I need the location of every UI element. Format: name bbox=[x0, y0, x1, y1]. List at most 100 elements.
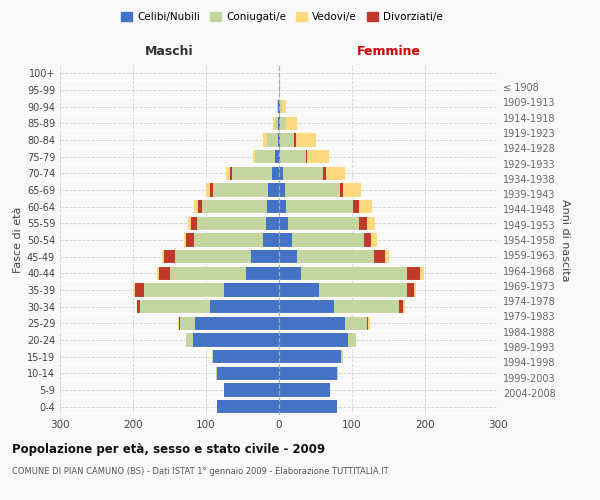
Text: Femmine: Femmine bbox=[356, 46, 421, 59]
Bar bbox=[217, 400, 279, 413]
Bar bbox=[135, 284, 144, 296]
Bar bbox=[292, 234, 364, 246]
Legend: Celibi/Nubili, Coniugati/e, Vedovi/e, Divorziati/e: Celibi/Nubili, Coniugati/e, Vedovi/e, Di… bbox=[117, 8, 447, 26]
Bar bbox=[296, 134, 316, 146]
Bar bbox=[279, 84, 280, 96]
Bar bbox=[278, 100, 279, 114]
Bar bbox=[323, 166, 326, 180]
Bar bbox=[279, 350, 341, 364]
Bar bbox=[279, 316, 344, 330]
Bar bbox=[279, 384, 330, 396]
Bar bbox=[278, 116, 279, 130]
Bar bbox=[420, 266, 424, 280]
Bar bbox=[157, 266, 158, 280]
Bar bbox=[371, 234, 377, 246]
Bar bbox=[158, 266, 170, 280]
Bar bbox=[344, 316, 367, 330]
Bar bbox=[279, 116, 280, 130]
Bar bbox=[266, 216, 279, 230]
Bar bbox=[359, 200, 373, 213]
Bar bbox=[144, 284, 224, 296]
Bar bbox=[279, 266, 301, 280]
Bar bbox=[188, 216, 191, 230]
Bar bbox=[334, 300, 400, 314]
Bar bbox=[280, 100, 282, 114]
Bar bbox=[407, 284, 414, 296]
Bar bbox=[191, 216, 197, 230]
Bar bbox=[216, 366, 217, 380]
Bar bbox=[278, 134, 279, 146]
Bar bbox=[279, 234, 292, 246]
Bar bbox=[374, 250, 385, 264]
Bar bbox=[214, 350, 279, 364]
Bar bbox=[268, 200, 279, 213]
Bar bbox=[224, 284, 279, 296]
Bar bbox=[353, 200, 359, 213]
Bar bbox=[341, 350, 343, 364]
Bar bbox=[214, 184, 268, 196]
Bar bbox=[326, 166, 344, 180]
Bar bbox=[285, 184, 340, 196]
Bar bbox=[295, 134, 296, 146]
Bar bbox=[197, 216, 266, 230]
Bar bbox=[198, 200, 202, 213]
Bar bbox=[246, 266, 279, 280]
Bar bbox=[202, 200, 268, 213]
Bar bbox=[164, 250, 175, 264]
Bar bbox=[385, 250, 389, 264]
Bar bbox=[279, 184, 285, 196]
Text: Maschi: Maschi bbox=[145, 46, 194, 59]
Bar bbox=[277, 100, 278, 114]
Bar bbox=[368, 316, 370, 330]
Bar bbox=[364, 234, 371, 246]
Bar bbox=[170, 266, 246, 280]
Bar bbox=[134, 284, 135, 296]
Bar bbox=[279, 400, 337, 413]
Bar bbox=[279, 300, 334, 314]
Bar bbox=[279, 166, 283, 180]
Bar bbox=[268, 184, 279, 196]
Bar bbox=[186, 234, 194, 246]
Bar bbox=[319, 284, 407, 296]
Bar bbox=[193, 334, 279, 346]
Bar bbox=[414, 284, 416, 296]
Y-axis label: Fasce di età: Fasce di età bbox=[13, 207, 23, 273]
Bar bbox=[179, 316, 181, 330]
Bar bbox=[280, 116, 286, 130]
Bar bbox=[337, 366, 338, 380]
Bar bbox=[279, 150, 280, 164]
Bar bbox=[279, 216, 288, 230]
Bar bbox=[283, 166, 323, 180]
Bar bbox=[209, 300, 279, 314]
Bar bbox=[162, 250, 164, 264]
Bar bbox=[286, 116, 296, 130]
Bar bbox=[275, 150, 279, 164]
Bar bbox=[194, 200, 198, 213]
Bar bbox=[306, 150, 307, 164]
Bar bbox=[251, 250, 279, 264]
Bar bbox=[279, 284, 319, 296]
Bar bbox=[273, 116, 275, 130]
Bar bbox=[226, 166, 230, 180]
Bar bbox=[359, 216, 367, 230]
Bar bbox=[137, 300, 140, 314]
Bar bbox=[288, 216, 359, 230]
Bar bbox=[178, 316, 179, 330]
Bar bbox=[217, 366, 279, 380]
Bar bbox=[275, 116, 278, 130]
Bar bbox=[280, 150, 306, 164]
Bar bbox=[272, 166, 279, 180]
Bar bbox=[400, 300, 403, 314]
Bar bbox=[282, 100, 286, 114]
Bar bbox=[279, 134, 280, 146]
Bar bbox=[195, 316, 279, 330]
Bar bbox=[184, 234, 186, 246]
Bar bbox=[140, 300, 209, 314]
Bar bbox=[212, 350, 214, 364]
Y-axis label: Anni di nascita: Anni di nascita bbox=[560, 198, 570, 281]
Bar bbox=[301, 266, 407, 280]
Bar bbox=[340, 184, 343, 196]
Bar bbox=[263, 234, 279, 246]
Bar bbox=[407, 266, 420, 280]
Bar bbox=[307, 150, 329, 164]
